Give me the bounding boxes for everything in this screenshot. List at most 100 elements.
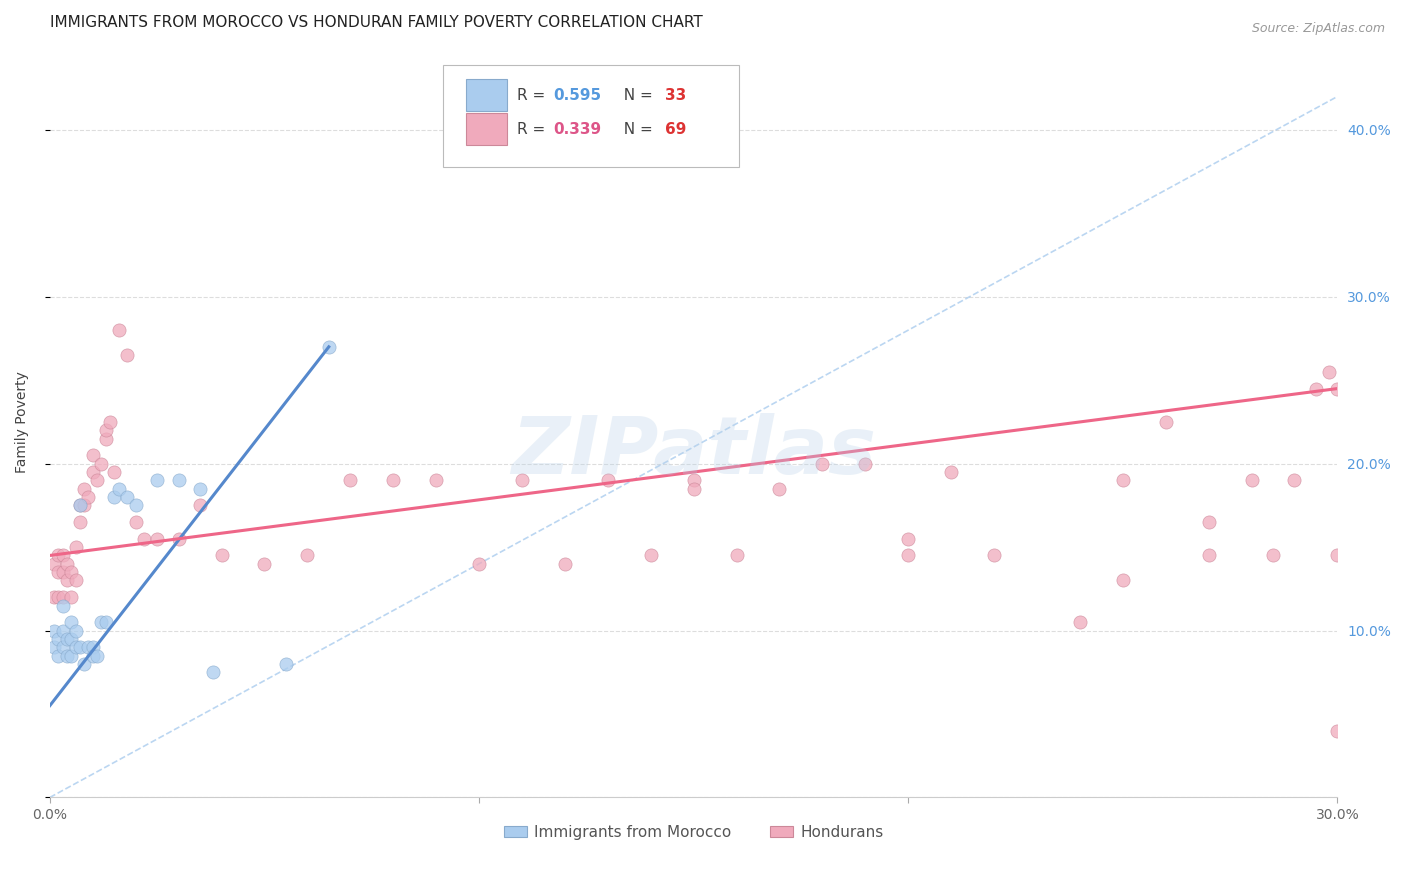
Point: [115, 348, 138, 362]
Point: [65, 640, 87, 655]
Point: [682, 474, 704, 488]
Point: [725, 549, 748, 563]
Point: [146, 474, 169, 488]
Point: [1154, 415, 1177, 429]
Point: [42, 590, 65, 604]
Text: 0.339: 0.339: [554, 121, 602, 136]
Point: [1284, 474, 1306, 488]
FancyBboxPatch shape: [465, 113, 508, 145]
Point: [167, 474, 190, 488]
Text: 69: 69: [665, 121, 686, 136]
Point: [73, 499, 96, 513]
Point: [90, 615, 112, 630]
Point: [77, 490, 100, 504]
Point: [939, 465, 962, 479]
Text: 0.595: 0.595: [554, 87, 602, 103]
Point: [65, 624, 87, 638]
FancyBboxPatch shape: [443, 65, 738, 167]
Point: [596, 474, 619, 488]
Point: [382, 474, 405, 488]
Point: [554, 557, 576, 571]
Y-axis label: Family Poverty: Family Poverty: [15, 371, 30, 473]
Point: [94, 423, 117, 437]
Point: [1317, 365, 1340, 379]
Point: [48, 648, 70, 663]
Point: [60, 632, 83, 646]
Point: [1112, 574, 1135, 588]
Point: [897, 532, 920, 546]
Point: [65, 540, 87, 554]
Point: [86, 648, 108, 663]
Point: [56, 632, 79, 646]
Point: [52, 590, 75, 604]
Point: [253, 557, 276, 571]
Point: [52, 599, 75, 613]
Point: [339, 474, 361, 488]
Point: [82, 648, 104, 663]
Point: [94, 615, 117, 630]
Legend: Immigrants from Morocco, Hondurans: Immigrants from Morocco, Hondurans: [498, 819, 890, 847]
Point: [468, 557, 491, 571]
Point: [48, 632, 70, 646]
Point: [52, 565, 75, 579]
Point: [103, 490, 125, 504]
Point: [42, 640, 65, 655]
Point: [60, 565, 83, 579]
Point: [640, 549, 662, 563]
Point: [318, 340, 340, 354]
Point: [69, 499, 91, 513]
Point: [73, 657, 96, 671]
Point: [86, 474, 108, 488]
Point: [188, 499, 211, 513]
Point: [1326, 382, 1348, 396]
Point: [1326, 549, 1348, 563]
Text: R =: R =: [517, 87, 550, 103]
Point: [56, 557, 79, 571]
Text: 33: 33: [665, 87, 686, 103]
Point: [69, 515, 91, 529]
Text: N =: N =: [614, 87, 658, 103]
Point: [897, 549, 920, 563]
Point: [48, 549, 70, 563]
Point: [274, 657, 297, 671]
Point: [510, 474, 533, 488]
Point: [811, 457, 834, 471]
Point: [188, 482, 211, 496]
Point: [107, 482, 129, 496]
Point: [1112, 474, 1135, 488]
Point: [42, 557, 65, 571]
Point: [682, 482, 704, 496]
Point: [425, 474, 447, 488]
Point: [69, 499, 91, 513]
Text: ZIPatlas: ZIPatlas: [512, 413, 876, 491]
Point: [98, 415, 121, 429]
Point: [1240, 474, 1263, 488]
Point: [146, 532, 169, 546]
Point: [48, 565, 70, 579]
Point: [52, 640, 75, 655]
Point: [103, 465, 125, 479]
Point: [94, 432, 117, 446]
Point: [90, 457, 112, 471]
Point: [1326, 723, 1348, 738]
Point: [134, 532, 156, 546]
Point: [56, 648, 79, 663]
Point: [1261, 549, 1284, 563]
Point: [56, 574, 79, 588]
Point: [60, 648, 83, 663]
Point: [1198, 549, 1220, 563]
Text: R =: R =: [517, 121, 550, 136]
Point: [201, 665, 224, 680]
Point: [82, 448, 104, 462]
Point: [768, 482, 790, 496]
FancyBboxPatch shape: [465, 79, 508, 111]
Point: [77, 640, 100, 655]
Point: [853, 457, 876, 471]
Point: [1305, 382, 1327, 396]
Point: [124, 515, 146, 529]
Point: [82, 465, 104, 479]
Point: [297, 549, 319, 563]
Point: [73, 482, 96, 496]
Point: [167, 532, 190, 546]
Point: [1198, 515, 1220, 529]
